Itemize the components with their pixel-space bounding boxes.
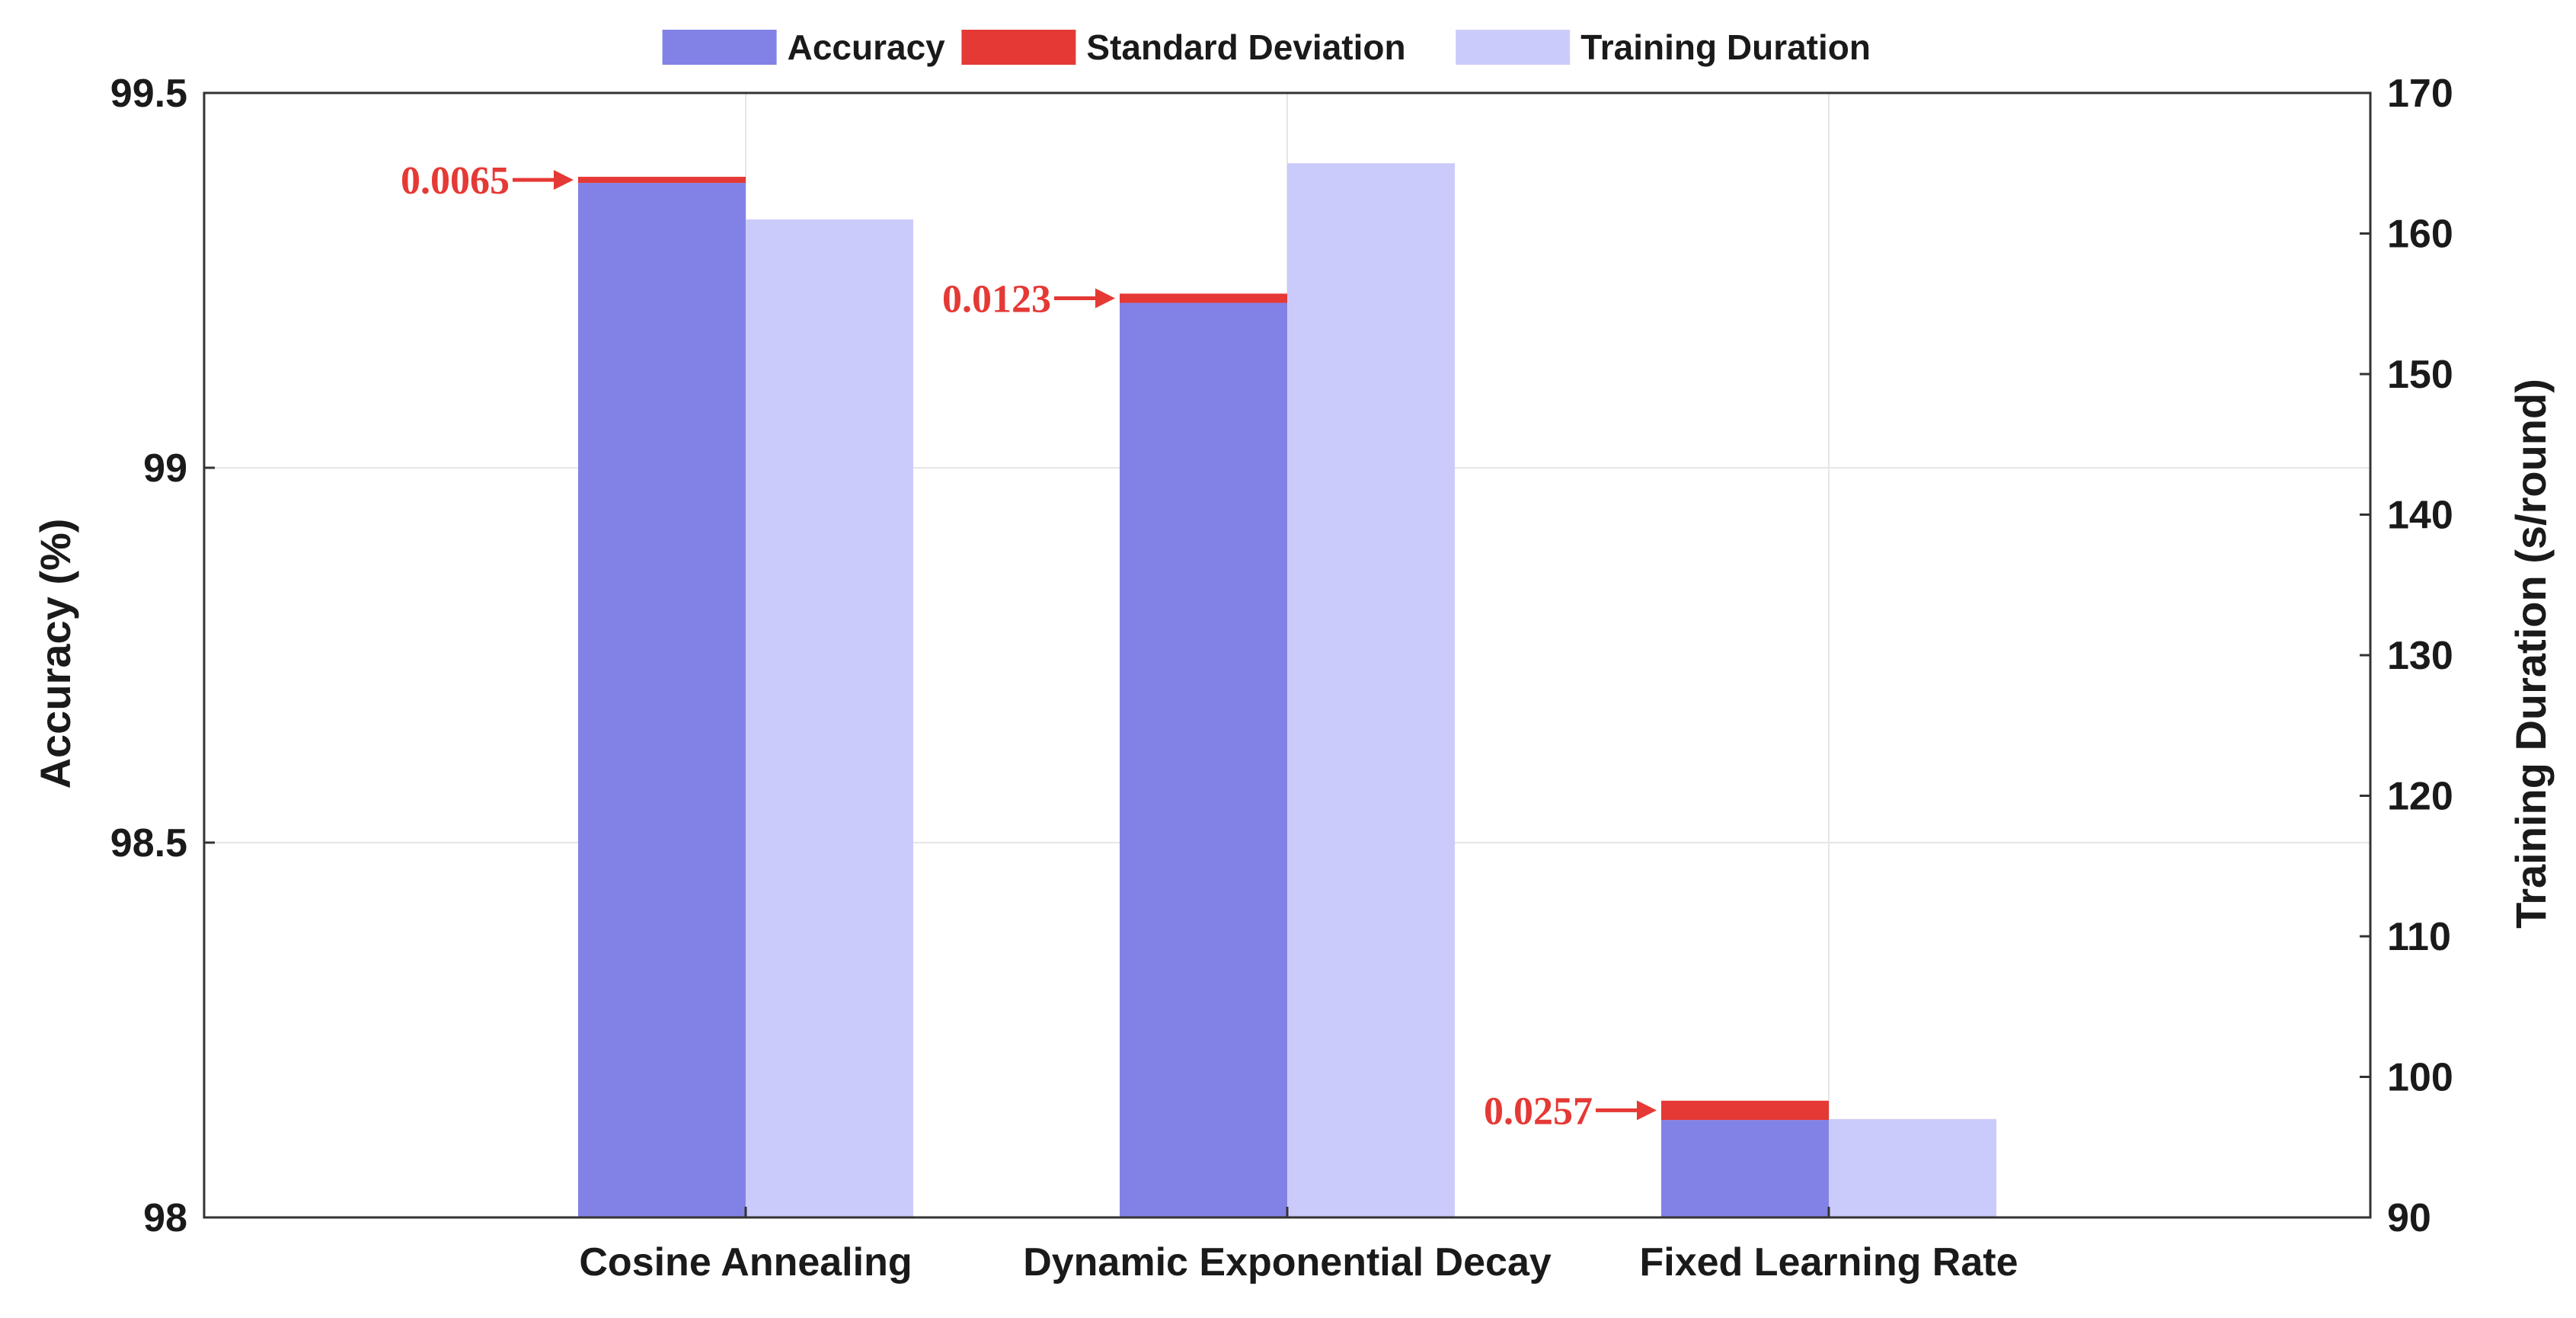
duration-bar — [1829, 1118, 1996, 1217]
duration-bar — [1287, 163, 1455, 1217]
x-tick-label: Fixed Learning Rate — [1640, 1240, 2018, 1284]
y2-tick-label: 170 — [2387, 72, 2453, 116]
duration-bar — [746, 219, 913, 1217]
axes — [203, 91, 2372, 1219]
accuracy-bar — [1120, 302, 1287, 1217]
annotation-arrow-head — [1095, 288, 1115, 309]
y2-tick-label: 120 — [2387, 775, 2453, 819]
y2-tick-label: 110 — [2387, 915, 2451, 959]
legend-swatch — [961, 30, 1076, 65]
annotation-label: 0.0065 — [401, 159, 510, 203]
std-annotation: 0.0123 — [942, 277, 1115, 321]
std-annotation: 0.0065 — [401, 159, 574, 203]
y-tick-label: 99.5 — [110, 72, 187, 116]
bars — [578, 163, 1996, 1218]
y2-tick-label: 90 — [2387, 1196, 2431, 1240]
y-axis-title: Accuracy (%) — [31, 519, 79, 789]
y2-tick-label: 140 — [2387, 494, 2453, 538]
accuracy-bar — [578, 183, 746, 1218]
y-tick-label: 98 — [143, 1196, 187, 1240]
legend: Accuracy Standard Deviation Training Durat… — [662, 27, 1871, 67]
legend-label: Standard Deviation — [1086, 27, 1405, 67]
legend-label: Training Duration — [1580, 27, 1871, 67]
accuracy-bar — [1661, 1120, 1829, 1217]
annotation-label: 0.0257 — [1484, 1089, 1593, 1133]
legend-item: Training Duration — [1456, 27, 1871, 67]
annotation-label: 0.0123 — [942, 277, 1051, 321]
std-bar — [1661, 1100, 1829, 1121]
x-tick-label: Dynamic Exponential Decay — [1023, 1240, 1552, 1284]
y2-tick-label: 150 — [2387, 353, 2453, 397]
tick-labels: 98 98.5 99 99.5 90 100 110 120 130 140 150 160 170 Co… — [110, 72, 2453, 1284]
legend-swatch — [1456, 30, 1571, 65]
annotation-arrow-head — [554, 170, 574, 190]
y-tick-label: 98.5 — [110, 821, 187, 865]
legend-label: Accuracy — [788, 27, 946, 67]
x-tick-label: Cosine Annealing — [579, 1240, 912, 1284]
annotation-arrow-head — [1637, 1100, 1657, 1121]
y2-tick-label: 130 — [2387, 634, 2453, 678]
y-tick-label: 99 — [143, 446, 187, 491]
std-bar — [1120, 293, 1287, 303]
std-annotation: 0.0257 — [1484, 1089, 1657, 1133]
legend-item: Standard Deviation — [961, 27, 1406, 67]
y2-tick-label: 100 — [2387, 1056, 2453, 1100]
y2-tick-label: 160 — [2387, 213, 2453, 257]
y2-axis-title: Training Duration (s/round) — [2507, 379, 2555, 929]
legend-swatch — [662, 30, 777, 65]
annotations: 0.0065 0.0123 0.0257 — [401, 159, 1657, 1133]
std-bar — [578, 177, 746, 184]
legend-item: Accuracy — [662, 27, 946, 67]
